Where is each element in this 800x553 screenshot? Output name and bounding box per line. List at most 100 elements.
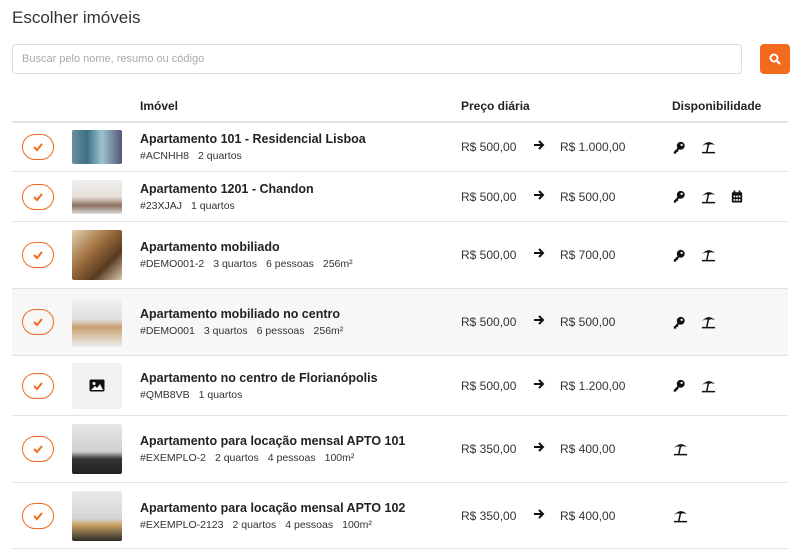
header-divider xyxy=(12,121,788,123)
price-to: R$ 400,00 xyxy=(560,442,616,456)
availability xyxy=(672,442,689,457)
property-detail: 256m² xyxy=(322,258,353,270)
arrow xyxy=(533,507,545,525)
price-from: R$ 350,00 xyxy=(461,442,517,456)
beach-icon xyxy=(672,442,689,457)
check-icon xyxy=(32,380,44,392)
property-row[interactable]: Apartamento 1201 - Chandon #23XJAJ 1 quart… xyxy=(12,172,788,222)
arrow-icon xyxy=(533,508,545,520)
property-row[interactable]: Apartamento mobiliado #DEMO001-2 3 quartos… xyxy=(12,222,788,289)
property-info: Apartamento para locação mensal APTO 102… xyxy=(140,501,405,531)
property-name: Apartamento mobiliado xyxy=(140,240,280,254)
select-checkbox[interactable] xyxy=(22,183,54,210)
arrow xyxy=(533,313,545,331)
property-detail: 256m² xyxy=(313,325,344,337)
property-meta: #23XJAJ 1 quartos xyxy=(140,200,314,212)
arrow xyxy=(533,246,545,264)
property-name: Apartamento mobiliado no centro xyxy=(140,307,341,321)
price-to: R$ 700,00 xyxy=(560,248,616,262)
select-checkbox[interactable] xyxy=(22,502,54,529)
search-button[interactable] xyxy=(760,44,790,74)
arrow xyxy=(533,440,545,458)
arrow-icon xyxy=(533,247,545,259)
select-checkbox[interactable] xyxy=(22,372,54,399)
property-code: #QMB8VB xyxy=(140,388,190,401)
property-detail: 3 quartos xyxy=(203,325,248,337)
property-info: Apartamento para locação mensal APTO 101… xyxy=(140,434,405,464)
calendar-icon xyxy=(731,190,743,204)
key-icon xyxy=(672,248,686,262)
arrow xyxy=(533,138,545,156)
property-row[interactable]: Apartamento no centro de Florianópolis #Q… xyxy=(12,356,788,416)
property-thumbnail xyxy=(72,424,122,474)
select-checkbox[interactable] xyxy=(22,242,54,268)
column-header: Preço diária xyxy=(461,99,530,113)
property-info: Apartamento mobiliado #DEMO001-2 3 quartos… xyxy=(140,240,362,270)
property-code: #23XJAJ xyxy=(140,199,183,212)
property-meta: #QMB8VB 1 quartos xyxy=(140,389,378,401)
price-from: R$ 500,00 xyxy=(461,140,517,154)
arrow-icon xyxy=(533,314,545,326)
arrow-icon xyxy=(533,378,545,390)
price-from: R$ 500,00 xyxy=(461,189,517,204)
price-to: R$ 400,00 xyxy=(560,508,616,523)
property-name: Apartamento 1201 - Chandon xyxy=(140,181,314,196)
price-to: R$ 1.200,00 xyxy=(560,378,626,393)
property-info: Apartamento 101 - Residencial Lisboa #ACN… xyxy=(140,132,366,162)
beach-icon xyxy=(700,248,717,263)
select-checkbox[interactable] xyxy=(22,134,54,160)
availability xyxy=(672,189,743,204)
property-meta: #EXEMPLO-2 2 quartos 4 pessoas 100m² xyxy=(140,452,405,464)
property-detail: 6 pessoas xyxy=(265,258,314,270)
price-from: R$ 350,00 xyxy=(461,508,517,523)
property-info: Apartamento mobiliado no centro #DEMO001 3… xyxy=(140,307,352,337)
select-checkbox[interactable] xyxy=(22,436,54,462)
check-icon xyxy=(32,141,44,153)
property-detail: 6 pessoas xyxy=(256,325,305,337)
property-row[interactable]: Apartamento 101 - Residencial Lisboa #ACN… xyxy=(12,123,788,172)
property-meta: #ACNHH8 2 quartos xyxy=(140,150,366,162)
key-icon xyxy=(672,379,686,393)
price-to: R$ 1.000,00 xyxy=(560,140,626,154)
property-detail: 2 quartos xyxy=(214,452,259,464)
property-thumbnail xyxy=(72,179,122,214)
property-detail: 4 pessoas xyxy=(285,518,334,531)
property-thumbnail xyxy=(72,297,122,347)
price-to: R$ 500,00 xyxy=(560,315,616,329)
property-detail: 100m² xyxy=(324,452,355,464)
price-to: R$ 500,00 xyxy=(560,189,616,204)
property-detail: 4 pessoas xyxy=(267,452,316,464)
availability xyxy=(672,508,689,523)
property-thumbnail xyxy=(72,230,122,280)
property-row[interactable]: Apartamento para locação mensal APTO 101… xyxy=(12,416,788,483)
arrow-icon xyxy=(533,189,545,201)
beach-icon xyxy=(672,508,689,523)
search-placeholder: Buscar pelo nome, resumo ou código xyxy=(22,53,205,65)
property-detail: 2 quartos xyxy=(232,518,277,531)
search-input[interactable]: Buscar pelo nome, resumo ou código xyxy=(12,44,742,74)
property-thumbnail xyxy=(72,490,122,541)
property-thumbnail xyxy=(72,130,122,164)
availability xyxy=(672,248,717,263)
arrow xyxy=(533,188,545,206)
beach-icon xyxy=(700,315,717,330)
key-icon xyxy=(672,140,686,154)
property-detail: 2 quartos xyxy=(198,150,242,162)
property-thumbnail xyxy=(72,362,122,409)
property-row[interactable]: Apartamento mobiliado no centro #DEMO001 3… xyxy=(12,289,788,356)
select-checkbox[interactable] xyxy=(22,309,54,335)
arrow-icon xyxy=(533,441,545,453)
key-icon xyxy=(672,315,686,329)
property-name: Apartamento 101 - Residencial Lisboa xyxy=(140,132,366,146)
arrow xyxy=(533,377,545,395)
beach-icon xyxy=(700,189,717,204)
property-info: Apartamento 1201 - Chandon #23XJAJ 1 quart… xyxy=(140,182,314,212)
check-icon xyxy=(32,316,44,328)
property-detail: 1 quartos xyxy=(198,388,243,401)
availability xyxy=(672,315,717,330)
property-detail: 3 quartos xyxy=(213,258,257,270)
property-row[interactable]: Apartamento para locação mensal APTO 102… xyxy=(12,483,788,549)
property-code: #EXEMPLO-2 xyxy=(140,452,206,464)
price-from: R$ 500,00 xyxy=(461,248,517,262)
check-icon xyxy=(32,191,44,203)
